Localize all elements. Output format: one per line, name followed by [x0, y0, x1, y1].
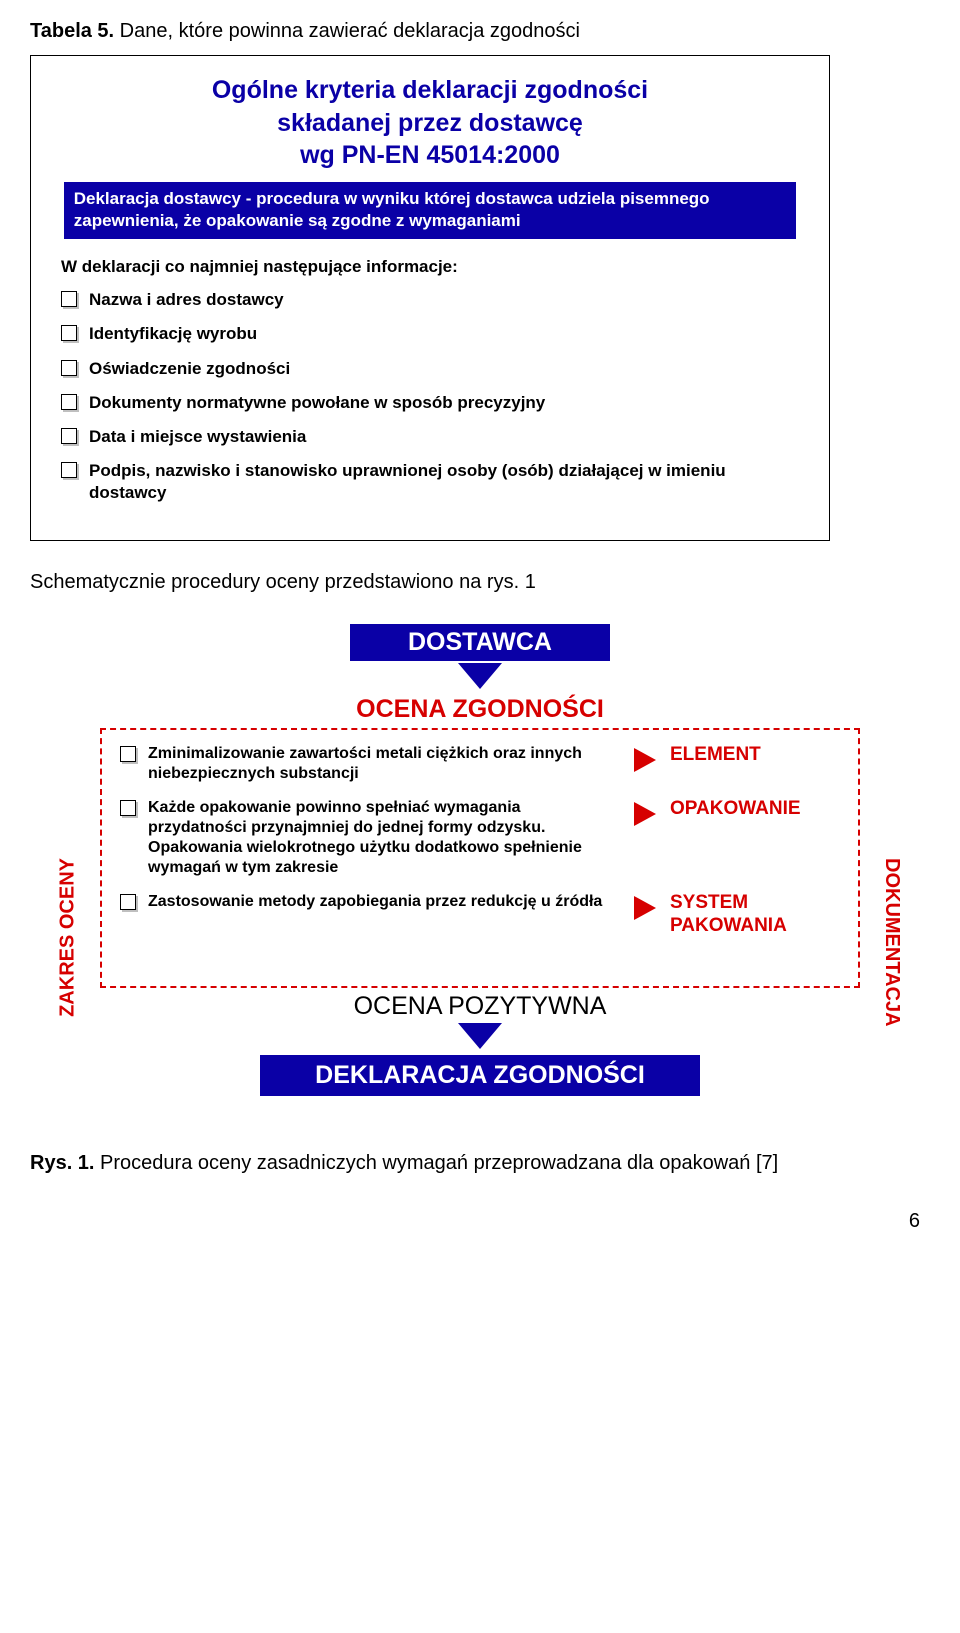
mid-paragraph: Schematycznie procedury oceny przedstawi…: [30, 571, 930, 594]
fig1-intro: W deklaracji co najmniej następujące inf…: [61, 257, 805, 277]
checkbox-icon: [120, 894, 136, 910]
figure-1-box: Ogólne kryteria deklaracji zgodności skł…: [30, 55, 830, 541]
assessment-row: Każde opakowanie powinno spełniać wymaga…: [120, 798, 840, 878]
tabela-rest: Dane, które powinna zawierać deklaracja …: [114, 20, 580, 42]
assessment-target: SYSTEM PAKOWANIA: [670, 892, 840, 938]
arrow-right-icon: [634, 748, 656, 772]
fig1-item-text: Podpis, nazwisko i stanowisko uprawnione…: [89, 460, 805, 504]
checkbox-icon: [120, 800, 136, 816]
fig1-item: Oświadczenie zgodności: [61, 358, 805, 380]
fig1-item: Data i miejsce wystawienia: [61, 426, 805, 448]
checkbox-icon: [61, 394, 77, 410]
figure-2-flowchart: DOSTAWCA OCENA ZGODNOŚCI ZAKRES OCENY DO…: [70, 624, 890, 1106]
dostawca-box: DOSTAWCA: [350, 624, 610, 661]
assessment-target: OPAKOWANIE: [670, 798, 840, 821]
ocena-pozytywna-label: OCENA POZYTYWNA: [70, 992, 890, 1021]
checkbox-icon: [61, 360, 77, 376]
fig1-title-line3: wg PN-EN 45014:2000: [55, 139, 805, 172]
arrow-right-icon: [634, 802, 656, 826]
page-number: 6: [30, 1210, 930, 1233]
fig1-title-line2: składanej przez dostawcę: [55, 107, 805, 140]
assessment-text: Zastosowanie metody zapobiegania przez r…: [148, 892, 602, 912]
arrow-right-icon: [634, 896, 656, 920]
fig1-list: Nazwa i adres dostawcy Identyfikację wyr…: [61, 289, 805, 504]
dashed-assessment-box: Zminimalizowanie zawartości metali ciężk…: [100, 728, 860, 988]
checkbox-icon: [61, 462, 77, 478]
checkbox-icon: [61, 428, 77, 444]
dokumentacja-label: DOKUMENTACJA: [881, 858, 904, 1027]
assessment-text: Każde opakowanie powinno spełniać wymaga…: [148, 798, 620, 878]
fig1-title-line1: Ogólne kryteria deklaracji zgodności: [55, 74, 805, 107]
assessment-row: Zminimalizowanie zawartości metali ciężk…: [120, 744, 840, 784]
deklaracja-bar: DEKLARACJA ZGODNOŚCI: [260, 1055, 700, 1096]
fig1-item-text: Data i miejsce wystawienia: [89, 426, 306, 448]
assessment-row: Zastosowanie metody zapobiegania przez r…: [120, 892, 840, 938]
fig1-item-text: Dokumenty normatywne powołane w sposób p…: [89, 392, 545, 414]
fig1-definition-bar: Deklaracja dostawcy - procedura w wyniku…: [64, 182, 797, 240]
fig1-item: Podpis, nazwisko i stanowisko uprawnione…: [61, 460, 805, 504]
fig1-item-text: Oświadczenie zgodności: [89, 358, 290, 380]
fig1-item-text: Identyfikację wyrobu: [89, 323, 257, 345]
checkbox-icon: [120, 746, 136, 762]
arrow-down-icon: [458, 663, 502, 689]
caption-rest: Procedura oceny zasadniczych wymagań prz…: [94, 1152, 778, 1174]
fig1-item: Identyfikację wyrobu: [61, 323, 805, 345]
arrow-down-icon: [458, 1023, 502, 1049]
tabela-label: Tabela 5.: [30, 20, 114, 42]
fig1-item: Nazwa i adres dostawcy: [61, 289, 805, 311]
ocena-zgodnosci-label: OCENA ZGODNOŚCI: [70, 695, 890, 724]
zakres-oceny-label: ZAKRES OCENY: [57, 858, 80, 1017]
checkbox-icon: [61, 325, 77, 341]
tabela-caption: Tabela 5. Dane, które powinna zawierać d…: [30, 20, 930, 43]
checkbox-icon: [61, 291, 77, 307]
fig1-title: Ogólne kryteria deklaracji zgodności skł…: [55, 74, 805, 172]
fig1-item: Dokumenty normatywne powołane w sposób p…: [61, 392, 805, 414]
assessment-target: ELEMENT: [670, 744, 840, 767]
fig1-item-text: Nazwa i adres dostawcy: [89, 289, 284, 311]
caption-label: Rys. 1.: [30, 1152, 94, 1174]
assessment-text: Zminimalizowanie zawartości metali ciężk…: [148, 744, 620, 784]
figure-caption: Rys. 1. Procedura oceny zasadniczych wym…: [30, 1146, 930, 1180]
